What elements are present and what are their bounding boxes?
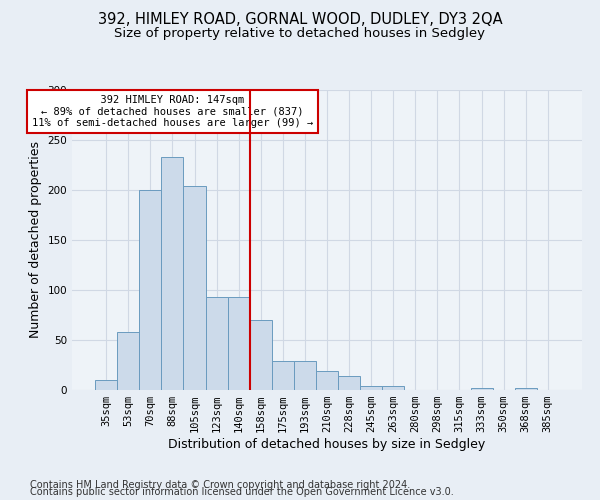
Bar — [227, 297, 250, 390]
Bar — [382, 386, 404, 390]
Text: 392 HIMLEY ROAD: 147sqm  
← 89% of detached houses are smaller (837)
11% of semi: 392 HIMLEY ROAD: 147sqm ← 89% of detache… — [32, 95, 313, 128]
Y-axis label: Number of detached properties: Number of detached properties — [29, 142, 42, 338]
X-axis label: Distribution of detached houses by size in Sedgley: Distribution of detached houses by size … — [169, 438, 485, 451]
Bar — [294, 361, 316, 390]
Bar — [117, 332, 139, 390]
Bar — [161, 157, 184, 390]
Text: Contains public sector information licensed under the Open Government Licence v3: Contains public sector information licen… — [30, 487, 454, 497]
Bar — [272, 361, 294, 390]
Bar — [95, 380, 117, 390]
Bar — [470, 388, 493, 390]
Bar — [250, 320, 272, 390]
Bar — [338, 376, 360, 390]
Text: 392, HIMLEY ROAD, GORNAL WOOD, DUDLEY, DY3 2QA: 392, HIMLEY ROAD, GORNAL WOOD, DUDLEY, D… — [98, 12, 502, 28]
Bar — [316, 371, 338, 390]
Text: Contains HM Land Registry data © Crown copyright and database right 2024.: Contains HM Land Registry data © Crown c… — [30, 480, 410, 490]
Bar — [360, 386, 382, 390]
Bar — [184, 186, 206, 390]
Bar — [139, 190, 161, 390]
Bar — [515, 388, 537, 390]
Text: Size of property relative to detached houses in Sedgley: Size of property relative to detached ho… — [115, 28, 485, 40]
Bar — [206, 297, 227, 390]
